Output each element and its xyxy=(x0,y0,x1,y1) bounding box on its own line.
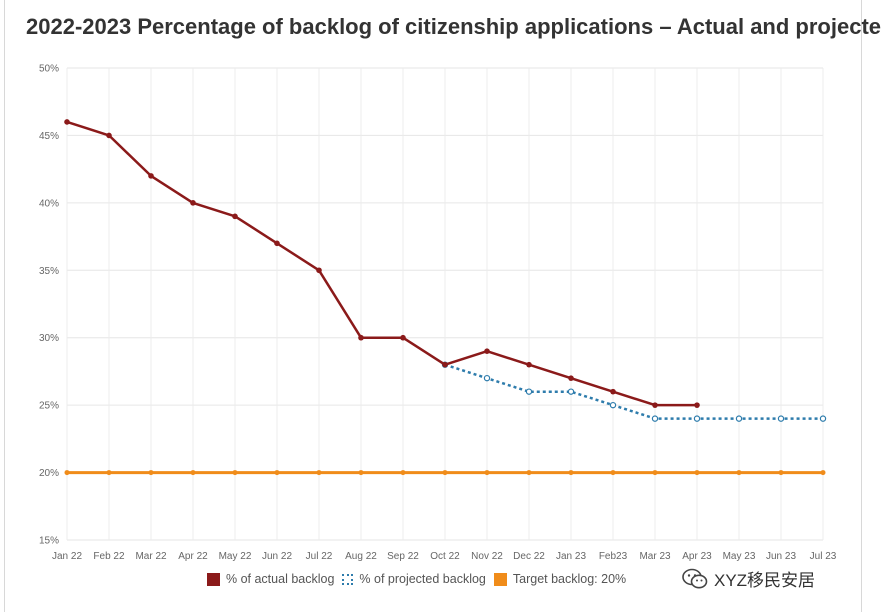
data-point-projected xyxy=(735,415,743,422)
data-point-actual xyxy=(526,361,532,368)
x-tick-label: Feb23 xyxy=(599,551,628,562)
data-point-actual xyxy=(190,200,196,206)
data-point-projected xyxy=(693,415,701,422)
series-line-1 xyxy=(444,363,823,420)
legend-swatch-projected xyxy=(342,573,354,585)
watermark-text: XYZ移民安居 xyxy=(714,571,816,590)
data-point-actual xyxy=(652,402,658,408)
data-point-target xyxy=(568,470,574,476)
legend-label-actual: % of actual backlog xyxy=(226,572,335,586)
wechat-icon xyxy=(682,568,708,588)
data-point-actual xyxy=(106,132,112,139)
data-point-actual xyxy=(232,213,238,220)
data-point-actual xyxy=(484,348,490,355)
data-point-projected xyxy=(777,415,785,422)
legend-swatch-target xyxy=(493,572,507,586)
chart-frame xyxy=(4,0,862,612)
x-tick-label: Dec 22 xyxy=(513,551,545,562)
x-tick-label: Jan 23 xyxy=(556,551,586,562)
legend-item-projected[interactable]: % of projected backlog xyxy=(342,572,486,586)
x-tick-label: Mar 23 xyxy=(639,551,671,562)
y-tick-label: 25% xyxy=(39,401,59,412)
x-tick-label: Nov 22 xyxy=(471,551,503,562)
legend-swatch-actual xyxy=(207,572,220,586)
x-tick-label: Sep 22 xyxy=(387,551,419,562)
data-point-projected xyxy=(483,374,491,382)
x-tick-label: Apr 22 xyxy=(178,551,208,562)
data-point-target xyxy=(148,470,154,476)
data-point-actual xyxy=(358,334,364,341)
data-point-target xyxy=(190,470,196,476)
legend-label-projected: % of projected backlog xyxy=(359,572,486,586)
x-tick-label: Aug 22 xyxy=(345,551,377,562)
data-point-target xyxy=(232,470,238,476)
data-point-target xyxy=(610,470,616,476)
data-point-projected xyxy=(651,415,659,422)
y-tick-label: 45% xyxy=(39,131,59,142)
data-point-target xyxy=(652,470,658,476)
data-point-target xyxy=(526,470,532,476)
x-tick-label: Mar 22 xyxy=(135,551,167,562)
data-point-target xyxy=(106,470,112,476)
chart-title: 2022-2023 Percentage of backlog of citiz… xyxy=(26,14,881,39)
data-point-target xyxy=(400,470,406,476)
data-point-projected xyxy=(819,415,827,422)
legend: % of actual backlog % of projected backl… xyxy=(207,572,634,586)
data-point-actual xyxy=(316,267,322,274)
data-point-target xyxy=(358,470,364,476)
y-tick-label: 40% xyxy=(39,198,59,209)
data-point-target xyxy=(442,470,448,476)
data-point-projected xyxy=(609,401,617,409)
data-point-target xyxy=(736,470,742,476)
x-tick-label: Oct 22 xyxy=(430,551,460,562)
y-tick-label: 20% xyxy=(39,468,59,479)
data-point-actual xyxy=(442,361,448,368)
legend-item-target[interactable]: Target backlog: 20% xyxy=(493,572,627,586)
data-point-target xyxy=(64,470,70,476)
data-point-actual xyxy=(148,173,154,179)
x-tick-label: May 23 xyxy=(723,551,756,562)
x-tick-label: Jun 22 xyxy=(262,551,292,562)
data-point-actual xyxy=(400,334,406,341)
x-tick-label: May 22 xyxy=(219,551,252,562)
data-point-target xyxy=(820,470,826,476)
x-tick-label: Jan 22 xyxy=(52,551,82,562)
series-line-0 xyxy=(66,120,697,407)
data-point-target xyxy=(316,470,322,476)
data-point-projected xyxy=(567,388,575,395)
data-point-actual xyxy=(274,240,280,247)
y-tick-label: 35% xyxy=(39,266,59,277)
data-point-actual xyxy=(610,388,616,395)
data-point-projected xyxy=(525,388,533,395)
x-tick-label: Jul 23 xyxy=(810,551,837,562)
data-point-target xyxy=(694,470,700,476)
y-tick-label: 30% xyxy=(39,333,59,344)
legend-label-target: Target backlog: 20% xyxy=(512,572,627,586)
data-point-actual xyxy=(568,375,574,381)
x-tick-label: Apr 23 xyxy=(682,551,712,562)
x-tick-label: Jun 23 xyxy=(766,551,796,562)
data-point-target xyxy=(484,470,490,476)
data-point-actual xyxy=(694,402,700,408)
x-tick-label: Feb 22 xyxy=(93,551,125,562)
data-point-actual xyxy=(64,119,70,125)
watermark: XYZ移民安居 xyxy=(682,566,815,591)
y-tick-label: 15% xyxy=(39,536,59,547)
data-point-target xyxy=(274,470,280,476)
x-tick-label: Jul 22 xyxy=(306,551,333,562)
data-point-target xyxy=(778,470,784,476)
legend-item-actual[interactable]: % of actual backlog xyxy=(207,572,334,586)
y-tick-label: 50% xyxy=(39,64,59,75)
